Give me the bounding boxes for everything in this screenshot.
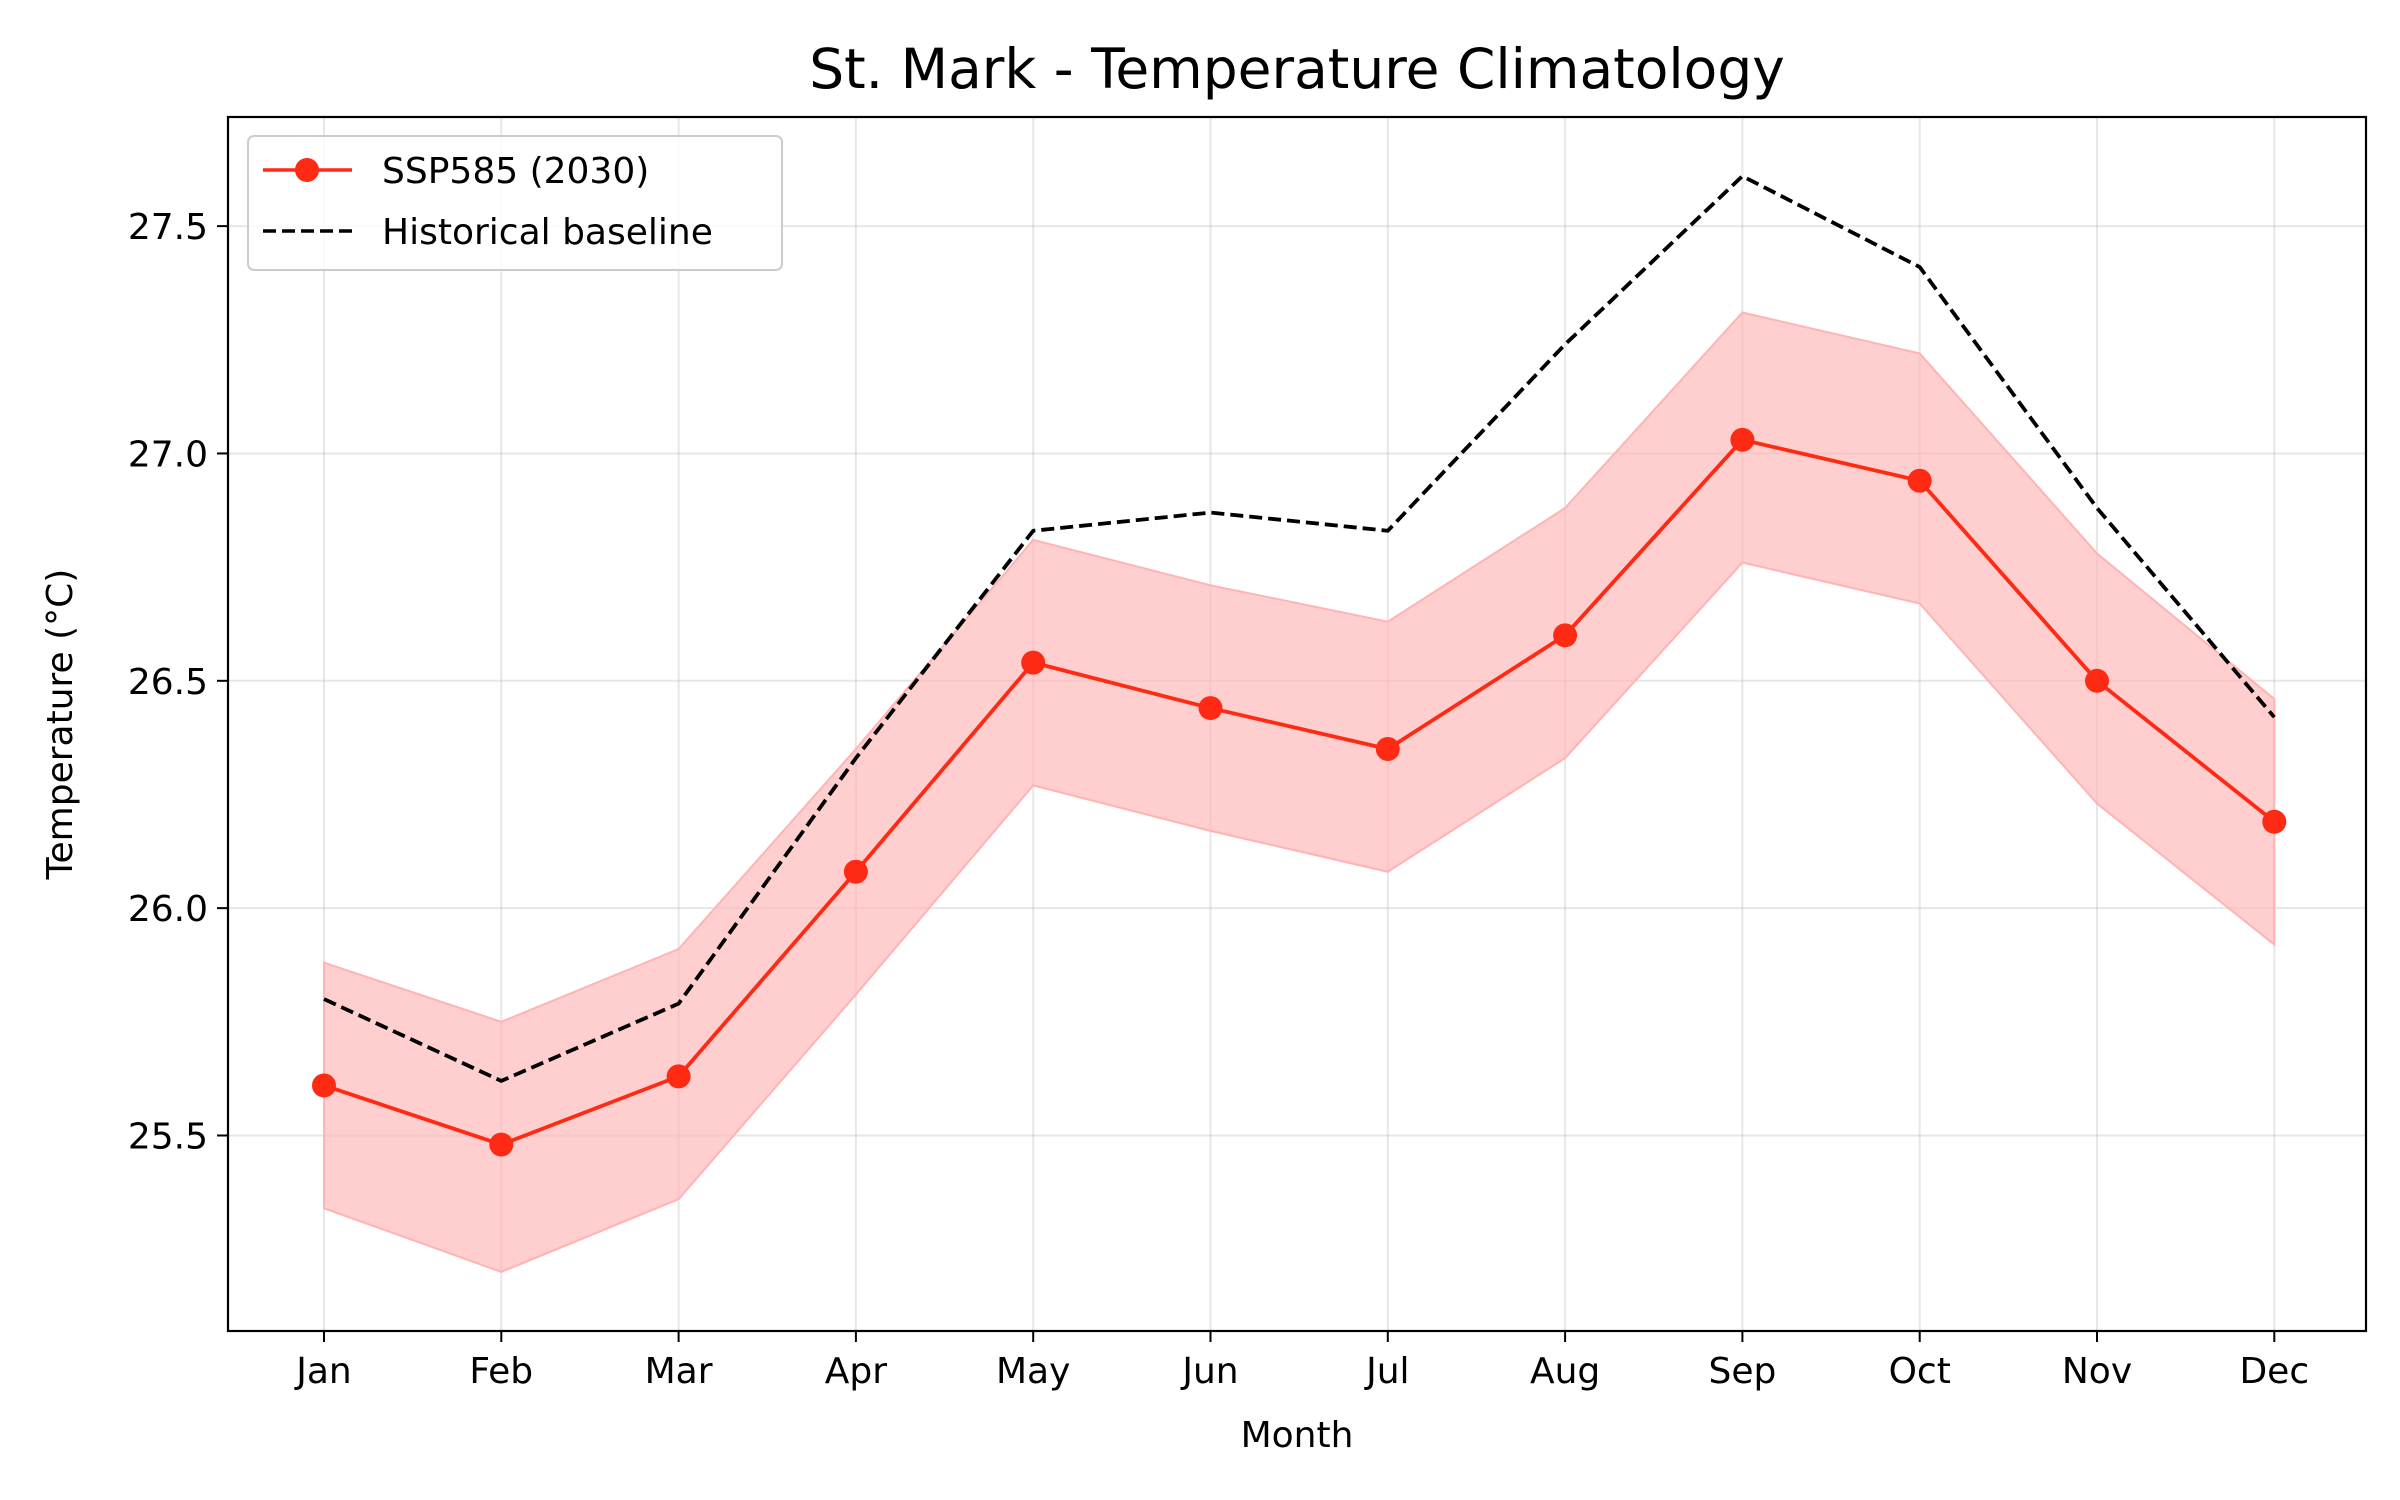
x-tick-label: Jan xyxy=(294,1351,352,1392)
legend-label-historical: Historical baseline xyxy=(382,212,713,253)
y-tick-label: 26.0 xyxy=(128,889,208,930)
x-tick-label: Mar xyxy=(645,1351,713,1392)
x-tick-label: Oct xyxy=(1889,1351,1951,1392)
y-tick-label: 26.5 xyxy=(128,662,208,703)
chart-title: St. Mark - Temperature Climatology xyxy=(809,37,1785,101)
series-line-historical-baseline xyxy=(323,174,2276,1083)
x-axis-ticks: Jan Feb Mar Apr May Jun Jul Aug Sep Oct Nov Dec xyxy=(294,1331,2309,1392)
x-tick-label: Dec xyxy=(2239,1351,2309,1392)
data-point-ssp585-2030 xyxy=(2085,668,2109,693)
y-axis-ticks: 25.5 26.0 26.5 27.0 27.5 xyxy=(128,207,228,1157)
data-point-ssp585-2030 xyxy=(489,1132,514,1157)
x-tick-label: Feb xyxy=(469,1351,533,1392)
data-point-ssp585-2030 xyxy=(1198,696,1223,721)
series-markers xyxy=(312,427,2287,1157)
y-axis-label: Temperature (°C) xyxy=(40,569,81,881)
y-tick-label: 27.0 xyxy=(128,434,208,475)
x-tick-label: Jun xyxy=(1180,1351,1238,1392)
x-tick-label: Sep xyxy=(1708,1351,1776,1392)
uncertainty-bands xyxy=(323,311,2276,1273)
band-ssp585-2030 xyxy=(323,311,2276,1273)
data-point-ssp585-2030 xyxy=(1021,650,1046,675)
legend-frame xyxy=(247,135,783,271)
plot-area-frame xyxy=(226,115,2368,1333)
series-lines xyxy=(323,174,2276,1147)
y-tick-label: 25.5 xyxy=(128,1116,208,1157)
x-tick-label: Aug xyxy=(1530,1351,1600,1392)
x-tick-label: Apr xyxy=(825,1351,887,1392)
y-tick-label: 27.5 xyxy=(128,207,208,248)
legend-swatch-ssp585-marker xyxy=(295,158,319,182)
data-point-ssp585-2030 xyxy=(1730,427,1755,452)
legend-label-ssp585: SSP585 (2030) xyxy=(382,151,649,192)
data-point-ssp585-2030 xyxy=(312,1073,336,1098)
data-point-ssp585-2030 xyxy=(1553,623,1578,648)
legend: SSP585 (2030) Historical baseline xyxy=(247,135,783,271)
data-point-ssp585-2030 xyxy=(666,1064,691,1089)
data-point-ssp585-2030 xyxy=(2262,809,2287,834)
x-tick-label: Nov xyxy=(2062,1351,2132,1392)
x-axis-label: Month xyxy=(1241,1415,1354,1456)
data-point-ssp585-2030 xyxy=(1907,468,1932,493)
data-point-ssp585-2030 xyxy=(1375,737,1400,762)
x-tick-label: Jul xyxy=(1364,1351,1409,1392)
x-tick-label: May xyxy=(996,1351,1070,1392)
series-line-ssp585-2030 xyxy=(323,437,2276,1147)
data-point-ssp585-2030 xyxy=(843,859,868,884)
